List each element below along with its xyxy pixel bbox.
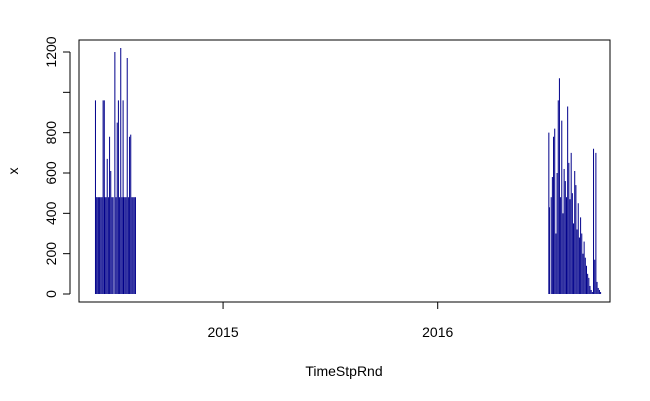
y-tick-label: 600 bbox=[43, 161, 59, 185]
plot-box bbox=[78, 39, 611, 303]
y-tick-label: 200 bbox=[43, 242, 59, 266]
y-axis: 0 200 400 600 800 1200 bbox=[43, 36, 71, 298]
x-axis-label: TimeStpRnd bbox=[305, 363, 382, 379]
x-axis: 2015 2016 bbox=[207, 301, 453, 340]
y-tick-label: 1200 bbox=[43, 36, 59, 67]
y-tick-label: 0 bbox=[43, 290, 59, 298]
y-axis-label: x bbox=[5, 168, 21, 175]
y-tick-label: 800 bbox=[43, 121, 59, 145]
x-tick-label: 2015 bbox=[207, 324, 238, 340]
y-tick-label: 400 bbox=[43, 201, 59, 225]
bar-series bbox=[94, 47, 602, 294]
x-tick-label: 2016 bbox=[422, 324, 453, 340]
